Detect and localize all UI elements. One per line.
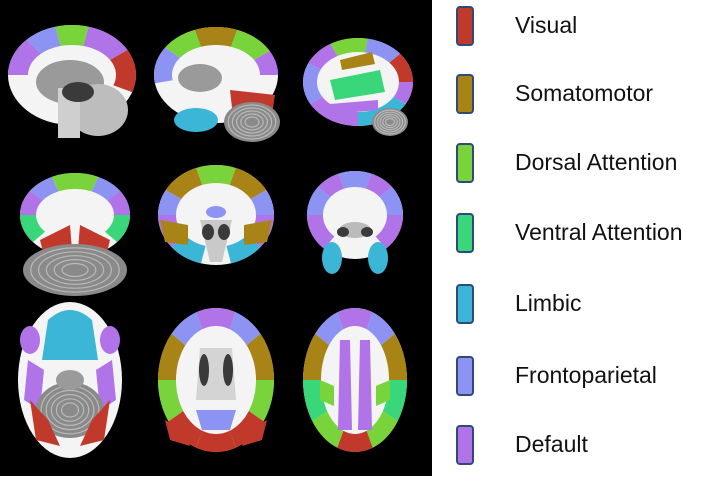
legend-swatch: [456, 356, 474, 396]
legend-swatch: [456, 213, 474, 253]
legend-swatch: [456, 284, 474, 324]
axial-slice-mid: [158, 308, 274, 452]
axial-slice-superior: [303, 308, 407, 452]
sagittal-slice-mid: [154, 27, 280, 142]
legend-swatch: [456, 6, 474, 46]
sagittal-slice-lateral: [303, 38, 413, 136]
legend-label: Frontoparietal: [515, 362, 657, 388]
legend-item-somatomotor: Somatomotor: [452, 68, 709, 128]
legend-item-default: Default: [452, 419, 709, 479]
legend-item-frontoparietal: Frontoparietal: [452, 350, 709, 410]
legend-item-limbic: Limbic: [452, 278, 709, 338]
legend-label: Visual: [515, 12, 578, 38]
axial-slice-inferior: [18, 302, 122, 458]
sagittal-slice-medial: [8, 25, 136, 138]
legend-item-dorsal-attention: Dorsal Attention: [452, 137, 709, 197]
legend-label: Somatomotor: [515, 80, 654, 106]
legend-swatch: [456, 74, 474, 114]
legend-swatch: [456, 143, 474, 183]
legend-swatch: [456, 425, 474, 465]
coronal-slice-posterior: [20, 173, 130, 296]
network-legend: Visual Somatomotor Dorsal Attention Ventral…: [452, 0, 709, 476]
legend-label: Dorsal Attention: [515, 149, 678, 175]
legend-label: Default: [515, 431, 588, 457]
legend-label: Limbic: [515, 290, 582, 316]
legend-label: Ventral Attention: [515, 219, 683, 245]
brain-slices-panel: [0, 0, 432, 476]
coronal-slice-anterior: [307, 171, 403, 274]
legend-item-ventral-attention: Ventral Attention: [452, 207, 709, 267]
brain-slices-figure: [8, 25, 413, 458]
coronal-slice-mid: [158, 165, 274, 265]
legend-item-visual: Visual: [452, 0, 709, 60]
